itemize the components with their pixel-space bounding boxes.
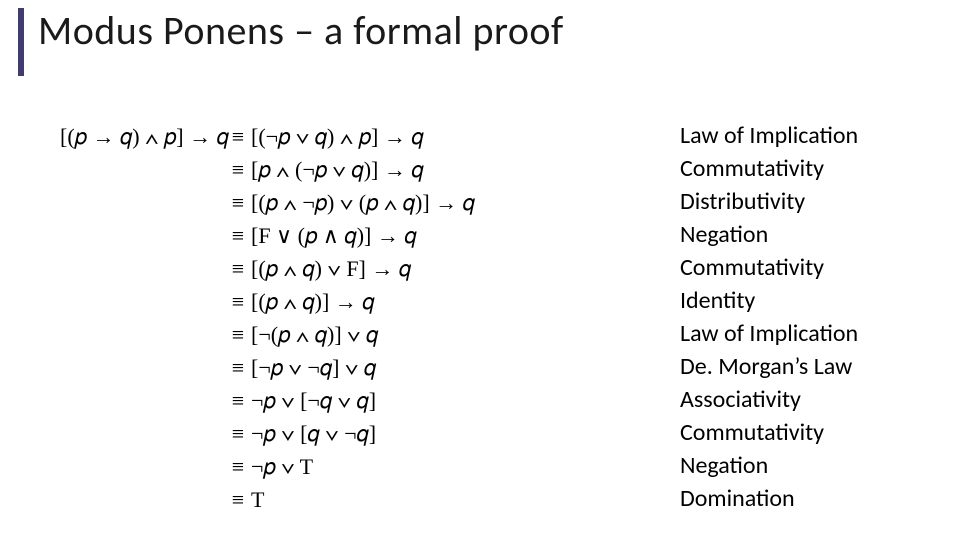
rhs: [(𝑝 ∧ 𝑞) ∨ F] → 𝑞 bbox=[251, 256, 620, 282]
equiv: ≡ bbox=[225, 124, 251, 150]
proof-row: ≡ [¬(𝑝 ∧ 𝑞)] ∨ 𝑞 bbox=[60, 318, 620, 351]
justification: Identity bbox=[680, 284, 858, 317]
equiv: ≡ bbox=[225, 322, 251, 348]
rhs: [¬𝑝 ∨ ¬𝑞] ∨ 𝑞 bbox=[251, 355, 620, 381]
proof-row: [(𝑝 → 𝑞) ∧ 𝑝] → 𝑞 ≡ [(¬𝑝 ∨ 𝑞) ∧ 𝑝] → 𝑞 bbox=[60, 120, 620, 153]
accent-bar bbox=[18, 8, 24, 76]
rhs: ¬𝑝 ∨ [¬𝑞 ∨ 𝑞] bbox=[251, 388, 620, 414]
rhs: [(¬𝑝 ∨ 𝑞) ∧ 𝑝] → 𝑞 bbox=[251, 124, 620, 150]
proof-row: ≡ [𝑝 ∧ (¬𝑝 ∨ 𝑞)] → 𝑞 bbox=[60, 153, 620, 186]
proof-row: ≡ ¬𝑝 ∨ [𝑞 ∨ ¬𝑞] bbox=[60, 417, 620, 450]
equiv: ≡ bbox=[225, 190, 251, 216]
rhs: [𝑝 ∧ (¬𝑝 ∨ 𝑞)] → 𝑞 bbox=[251, 157, 620, 183]
equiv: ≡ bbox=[225, 223, 251, 249]
rhs: [(𝑝 ∧ ¬𝑝) ∨ (𝑝 ∧ 𝑞)] → 𝑞 bbox=[251, 190, 620, 216]
equiv: ≡ bbox=[225, 421, 251, 447]
proof-table: [(𝑝 → 𝑞) ∧ 𝑝] → 𝑞 ≡ [(¬𝑝 ∨ 𝑞) ∧ 𝑝] → 𝑞 ≡… bbox=[60, 120, 620, 516]
justification: Associativity bbox=[680, 383, 858, 416]
proof-row: ≡ [(𝑝 ∧ 𝑞)] → 𝑞 bbox=[60, 285, 620, 318]
rhs: [(𝑝 ∧ 𝑞)] → 𝑞 bbox=[251, 289, 620, 315]
proof-row: ≡ [¬𝑝 ∨ ¬𝑞] ∨ 𝑞 bbox=[60, 351, 620, 384]
justification: Negation bbox=[680, 218, 858, 251]
lhs: [(𝑝 → 𝑞) ∧ 𝑝] → 𝑞 bbox=[60, 124, 225, 150]
proof-row: ≡ T bbox=[60, 483, 620, 516]
equiv: ≡ bbox=[225, 355, 251, 381]
proof-row: ≡ [(𝑝 ∧ 𝑞) ∨ F] → 𝑞 bbox=[60, 252, 620, 285]
justification: Law of Implication bbox=[680, 317, 858, 350]
rhs: ¬𝑝 ∨ T bbox=[251, 454, 620, 480]
justification: Commutativity bbox=[680, 251, 858, 284]
equiv: ≡ bbox=[225, 289, 251, 315]
proof-row: ≡ ¬𝑝 ∨ [¬𝑞 ∨ 𝑞] bbox=[60, 384, 620, 417]
rhs: [F ∨ (𝑝 ∧ 𝑞)] → 𝑞 bbox=[251, 223, 620, 249]
justification: De. Morgan’s Law bbox=[680, 350, 858, 383]
justification: Commutativity bbox=[680, 152, 858, 185]
rhs: [¬(𝑝 ∧ 𝑞)] ∨ 𝑞 bbox=[251, 322, 620, 348]
equiv: ≡ bbox=[225, 256, 251, 282]
rhs: T bbox=[251, 487, 620, 513]
proof-row: ≡ ¬𝑝 ∨ T bbox=[60, 450, 620, 483]
justification: Negation bbox=[680, 449, 858, 482]
justification: Domination bbox=[680, 482, 858, 515]
justification: Commutativity bbox=[680, 416, 858, 449]
proof-row: ≡ [(𝑝 ∧ ¬𝑝) ∨ (𝑝 ∧ 𝑞)] → 𝑞 bbox=[60, 186, 620, 219]
page-title: Modus Ponens – a formal proof bbox=[38, 6, 564, 55]
equiv: ≡ bbox=[225, 157, 251, 183]
rhs: ¬𝑝 ∨ [𝑞 ∨ ¬𝑞] bbox=[251, 421, 620, 447]
justification-list: Law of Implication Commutativity Distrib… bbox=[680, 119, 858, 515]
justification: Distributivity bbox=[680, 185, 858, 218]
equiv: ≡ bbox=[225, 487, 251, 513]
equiv: ≡ bbox=[225, 454, 251, 480]
equiv: ≡ bbox=[225, 388, 251, 414]
justification: Law of Implication bbox=[680, 119, 858, 152]
proof-row: ≡ [F ∨ (𝑝 ∧ 𝑞)] → 𝑞 bbox=[60, 219, 620, 252]
